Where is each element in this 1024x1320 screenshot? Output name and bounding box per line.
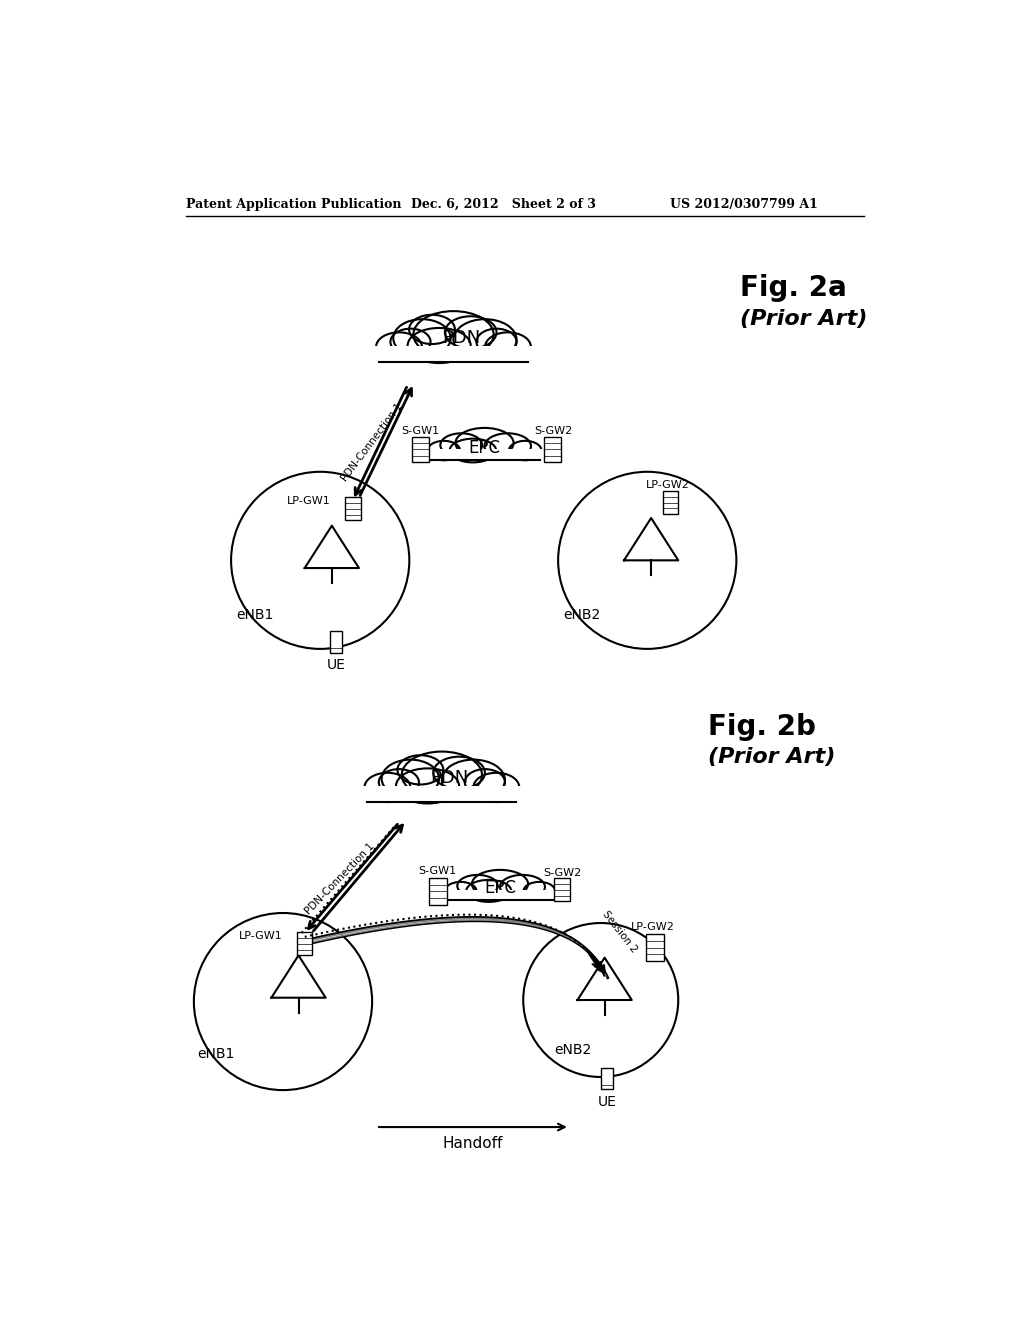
Text: PDN: PDN xyxy=(430,770,469,787)
Ellipse shape xyxy=(382,759,439,797)
Bar xyxy=(646,935,664,961)
Text: UE: UE xyxy=(598,1094,616,1109)
Ellipse shape xyxy=(523,882,555,900)
Ellipse shape xyxy=(440,433,482,457)
Ellipse shape xyxy=(408,327,471,363)
Text: S-GW2: S-GW2 xyxy=(544,869,582,878)
Text: LP-GW1: LP-GW1 xyxy=(288,496,331,506)
Text: eNB1: eNB1 xyxy=(237,609,273,622)
Text: eNB1: eNB1 xyxy=(198,1047,236,1061)
Ellipse shape xyxy=(396,768,459,804)
Ellipse shape xyxy=(393,319,451,358)
Text: EPC: EPC xyxy=(469,440,501,457)
Ellipse shape xyxy=(433,756,485,789)
Ellipse shape xyxy=(465,770,505,796)
PathPatch shape xyxy=(308,917,607,978)
Bar xyxy=(554,878,569,902)
Ellipse shape xyxy=(509,441,542,461)
Text: LP-GW2: LP-GW2 xyxy=(646,479,690,490)
Ellipse shape xyxy=(365,772,411,803)
Text: Fig. 2a: Fig. 2a xyxy=(740,273,847,302)
Text: UE: UE xyxy=(327,659,345,672)
Ellipse shape xyxy=(472,870,528,898)
Bar xyxy=(364,785,521,803)
Ellipse shape xyxy=(454,319,516,360)
Bar xyxy=(663,491,678,515)
Text: (Prior Art): (Prior Art) xyxy=(708,747,836,767)
Ellipse shape xyxy=(485,333,530,362)
Ellipse shape xyxy=(444,317,497,348)
Bar xyxy=(601,1068,613,1089)
Text: US 2012/0307799 A1: US 2012/0307799 A1 xyxy=(671,198,818,211)
Bar xyxy=(429,878,446,906)
Ellipse shape xyxy=(390,329,430,355)
Text: Patent Application Publication: Patent Application Publication xyxy=(186,198,401,211)
Ellipse shape xyxy=(379,770,419,796)
Ellipse shape xyxy=(500,875,545,899)
Text: eNB2: eNB2 xyxy=(554,1043,592,1057)
Ellipse shape xyxy=(458,875,498,896)
Text: PDN-Connection 1: PDN-Connection 1 xyxy=(340,401,406,483)
Ellipse shape xyxy=(484,433,531,459)
Bar xyxy=(443,890,556,900)
Ellipse shape xyxy=(409,314,455,345)
Text: LP-GW1: LP-GW1 xyxy=(240,931,283,941)
Ellipse shape xyxy=(473,772,519,803)
Ellipse shape xyxy=(466,880,511,902)
Ellipse shape xyxy=(450,438,496,462)
Text: PDN-Connection 1: PDN-Connection 1 xyxy=(303,841,376,916)
Bar xyxy=(330,631,342,653)
Bar xyxy=(345,498,360,520)
Text: S-GW2: S-GW2 xyxy=(535,426,572,436)
Text: Handoff: Handoff xyxy=(442,1137,503,1151)
Ellipse shape xyxy=(476,329,516,355)
Ellipse shape xyxy=(376,333,422,362)
Bar xyxy=(375,346,532,362)
Text: S-GW1: S-GW1 xyxy=(418,866,457,876)
Text: (Prior Art): (Prior Art) xyxy=(740,309,867,329)
Ellipse shape xyxy=(428,441,460,461)
Text: LP-GW2: LP-GW2 xyxy=(631,923,675,932)
Bar xyxy=(426,449,543,461)
Text: S-GW1: S-GW1 xyxy=(401,426,439,436)
Text: PDN: PDN xyxy=(442,329,480,347)
Bar xyxy=(297,932,312,956)
Text: Session 2: Session 2 xyxy=(601,909,639,954)
Ellipse shape xyxy=(456,428,514,458)
Text: EPC: EPC xyxy=(484,879,516,898)
Bar xyxy=(413,437,429,462)
Text: Fig. 2b: Fig. 2b xyxy=(708,713,815,741)
Ellipse shape xyxy=(442,759,505,800)
Text: Dec. 6, 2012   Sheet 2 of 3: Dec. 6, 2012 Sheet 2 of 3 xyxy=(411,198,596,211)
Text: eNB2: eNB2 xyxy=(563,609,601,622)
Ellipse shape xyxy=(445,882,476,900)
Bar xyxy=(544,437,561,462)
Ellipse shape xyxy=(414,312,494,358)
Ellipse shape xyxy=(401,751,482,799)
Ellipse shape xyxy=(397,755,443,784)
